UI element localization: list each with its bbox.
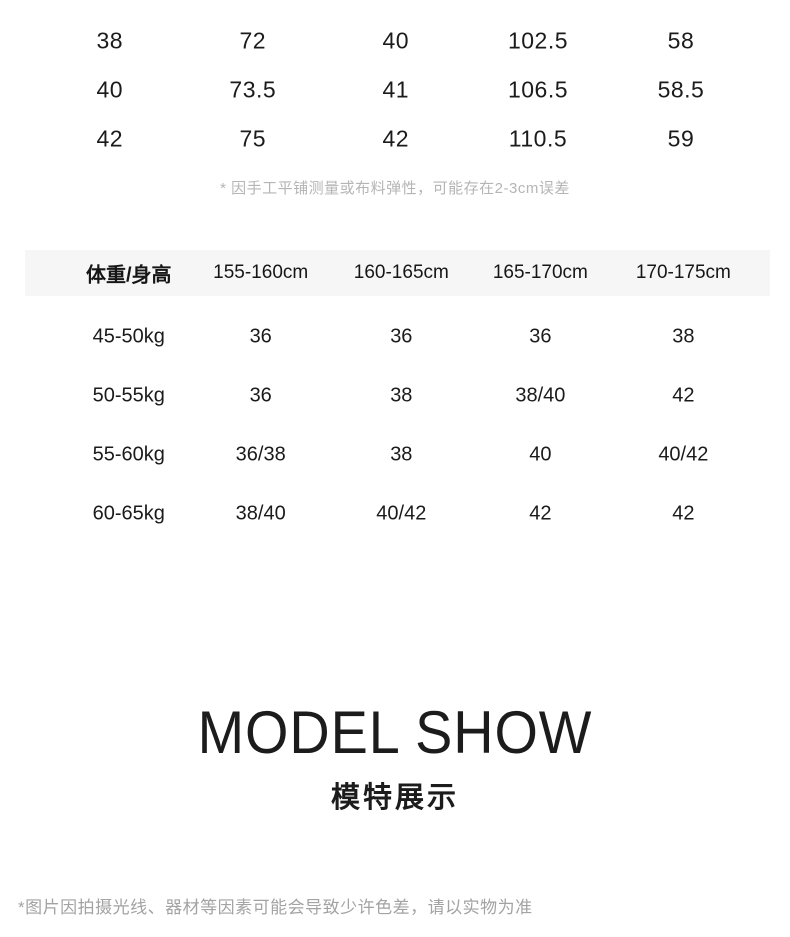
fit-size-cell: 38: [390, 443, 413, 465]
fit-size-cell: 42: [672, 502, 695, 524]
weight-range-label: 45-50kg: [92, 325, 165, 347]
size-cell: 58.5: [657, 76, 705, 102]
table-row: 38 72 40 102.5 58: [0, 16, 790, 65]
weight-range-label: 60-65kg: [92, 502, 165, 524]
color-difference-disclaimer: *图片因拍摄光线、器材等因素可能会导致少许色差，请以实物为准: [18, 898, 533, 917]
column-header: 155-160cm: [213, 262, 309, 283]
section-subtitle: 模特展示: [330, 782, 459, 814]
size-cell: 41: [382, 76, 410, 102]
fit-size-cell: 42: [672, 384, 695, 406]
fit-size-cell: 40: [529, 443, 552, 465]
section-title: MODEL SHOW: [197, 699, 593, 766]
fit-size-cell: 36: [529, 325, 552, 347]
fit-size-cell: 36/38: [235, 443, 286, 465]
table-row: 55-60kg 36/38 38 40 40/42: [0, 425, 790, 484]
fit-size-cell: 38/40: [515, 384, 566, 406]
fit-size-cell: 40/42: [658, 443, 709, 465]
size-cell: 38: [96, 27, 124, 53]
size-cell: 42: [96, 125, 124, 151]
size-cell: 42: [382, 125, 410, 151]
size-cell: 106.5: [507, 76, 569, 102]
column-header: 165-170cm: [492, 262, 588, 283]
fit-size-cell: 36: [249, 325, 272, 347]
size-cell: 72: [239, 27, 267, 53]
measurement-tolerance-note: * 因手工平铺测量或布料弹性，可能存在2-3cm误差: [220, 180, 570, 197]
fit-size-cell: 36: [390, 325, 413, 347]
size-cell: 59: [667, 125, 695, 151]
fit-size-cell: 38/40: [235, 502, 286, 524]
fit-size-cell: 36: [249, 384, 272, 406]
fit-table-body: 45-50kg 36 36 36 38 50-55kg 36 38 38/40 …: [0, 307, 790, 543]
fit-size-cell: 38: [672, 325, 695, 347]
table-row: 42 75 42 110.5 59: [0, 114, 790, 163]
table-row: 45-50kg 36 36 36 38: [0, 307, 790, 366]
column-header: 160-165cm: [353, 262, 449, 283]
table-row: 60-65kg 38/40 40/42 42 42: [0, 484, 790, 543]
weight-range-label: 50-55kg: [92, 384, 165, 406]
table-row: 40 73.5 41 106.5 58.5: [0, 65, 790, 114]
fit-size-cell: 38: [390, 384, 413, 406]
weight-range-label: 55-60kg: [92, 443, 165, 465]
model-show-section: MODEL SHOW 模特展示: [0, 700, 790, 816]
size-cell: 110.5: [508, 125, 568, 151]
column-header: 体重/身高: [85, 264, 172, 287]
table-row: 50-55kg 36 38 38/40 42: [0, 366, 790, 425]
fit-table-header: 体重/身高 155-160cm 160-165cm 165-170cm 170-…: [0, 250, 790, 296]
size-cell: 58: [667, 27, 695, 53]
size-cell: 40: [96, 76, 124, 102]
column-header: 170-175cm: [635, 262, 731, 283]
size-measurement-table: 38 72 40 102.5 58 40 73.5 41 106.5 58.5 …: [0, 16, 790, 163]
size-cell: 102.5: [507, 27, 569, 53]
table-header-band: [25, 250, 770, 296]
size-cell: 75: [239, 125, 267, 151]
fit-size-cell: 42: [529, 502, 552, 524]
fit-size-cell: 40/42: [376, 502, 427, 524]
size-cell: 73.5: [229, 76, 277, 102]
size-cell: 40: [382, 27, 410, 53]
